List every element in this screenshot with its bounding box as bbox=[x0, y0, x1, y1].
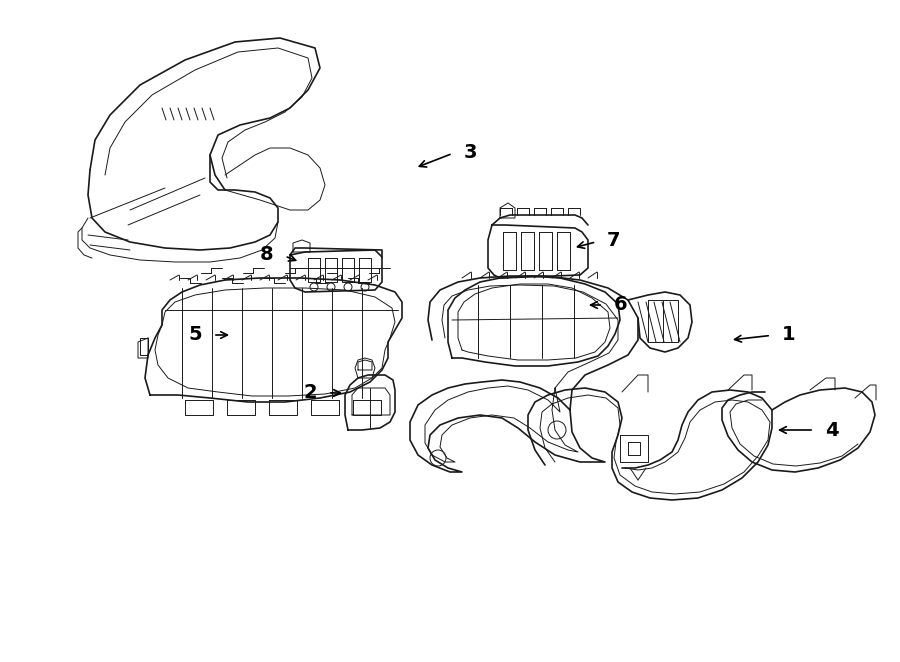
Text: 7: 7 bbox=[608, 232, 621, 250]
Text: 5: 5 bbox=[188, 326, 202, 344]
Text: 8: 8 bbox=[260, 246, 274, 265]
Text: 6: 6 bbox=[614, 295, 628, 314]
Text: 4: 4 bbox=[825, 420, 839, 440]
Text: 3: 3 bbox=[464, 142, 477, 162]
Text: 2: 2 bbox=[303, 383, 317, 402]
Text: 1: 1 bbox=[782, 326, 796, 344]
